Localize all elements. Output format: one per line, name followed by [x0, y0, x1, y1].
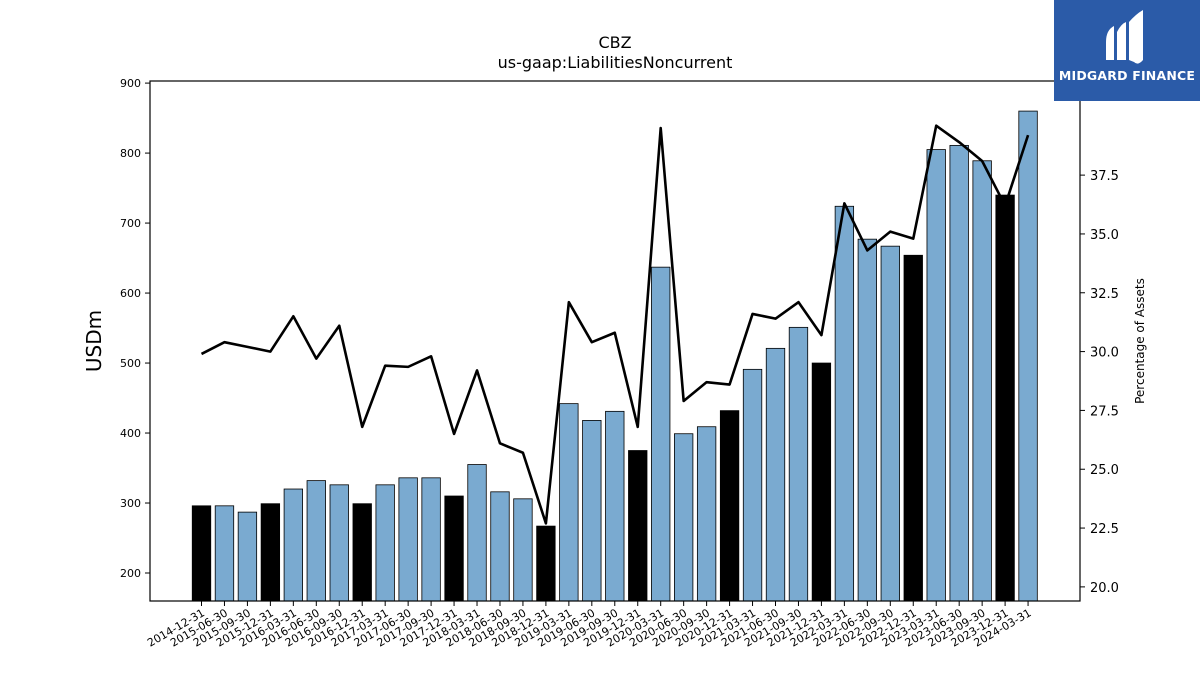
bar-2023-03-31	[926, 149, 946, 602]
line-series	[200, 124, 1030, 525]
y2-axis-label: Percentage of Assets	[1133, 278, 1147, 404]
x-axis: 2014-12-312015-06-302015-09-302015-12-31…	[145, 601, 1034, 650]
chart-title: CBZ	[598, 33, 631, 52]
chart-subtitle: us-gaap:LiabilitiesNoncurrent	[498, 53, 733, 72]
bar-2021-12-31	[811, 362, 832, 602]
bar-2021-09-30	[788, 326, 809, 602]
y-tick-label: 800	[120, 147, 141, 160]
bar-2018-06-30	[490, 491, 510, 602]
bar-2016-03-31	[283, 488, 303, 602]
bar-2015-09-30	[237, 511, 258, 602]
y-tick-label: 900	[120, 77, 141, 90]
bar-2023-06-30	[949, 144, 969, 602]
bar-2016-12-31	[352, 503, 372, 602]
bar-2024-03-31	[1018, 110, 1038, 602]
bar-2016-09-30	[329, 484, 349, 602]
percentage-line	[200, 124, 1030, 525]
right-axis: 20.0 22.5 25.0 27.5 30.0 32.5 35.0 37.5	[1080, 169, 1119, 596]
bar-2018-03-31	[467, 464, 487, 602]
bar-2016-06-30	[306, 480, 326, 602]
y-tick-label: 600	[120, 287, 141, 300]
bar-2020-12-31	[719, 410, 740, 602]
y-tick-label: 400	[120, 427, 141, 440]
bar-2020-06-30	[674, 433, 694, 602]
y-axis-label: USDm	[82, 310, 106, 372]
logo-text: MIDGARD FINANCE	[1058, 68, 1196, 83]
left-axis: 200 300 400 500 600 700 800 900	[120, 77, 150, 580]
bar-2018-12-31	[536, 525, 556, 602]
midgard-m-icon	[1106, 10, 1143, 64]
bar-2017-06-30	[398, 477, 418, 602]
bar-2015-06-30	[214, 505, 235, 602]
y-tick-label: 500	[120, 357, 141, 370]
y-tick-label: 200	[120, 567, 141, 580]
bar-2019-09-30	[605, 410, 625, 602]
y2-tick-label: 37.5	[1090, 169, 1119, 184]
bar-2017-03-31	[375, 484, 395, 602]
bar-2018-09-30	[513, 498, 533, 602]
bar-2019-12-31	[628, 450, 648, 602]
y2-tick-label: 35.0	[1090, 228, 1119, 243]
bar-series	[191, 110, 1038, 602]
y2-tick-label: 25.0	[1090, 463, 1119, 478]
bar-2023-12-31	[995, 194, 1015, 602]
bar-2020-03-31	[651, 266, 671, 602]
y2-tick-label: 22.5	[1090, 522, 1119, 537]
bar-2021-06-30	[765, 347, 786, 602]
bar-2017-09-30	[421, 477, 441, 602]
bar-2017-12-31	[444, 495, 464, 602]
y-tick-label: 300	[120, 497, 141, 510]
bar-2022-12-31	[903, 254, 923, 602]
bar-2023-09-30	[972, 160, 992, 602]
bar-2015-12-31	[260, 503, 281, 602]
bar-2022-06-30	[857, 238, 877, 602]
bar-2019-03-31	[559, 403, 579, 602]
bar-2021-03-31	[742, 368, 763, 602]
y2-tick-label: 27.5	[1090, 404, 1119, 419]
bar-2022-03-31	[834, 205, 855, 602]
bar-2019-06-30	[582, 420, 602, 602]
y-tick-label: 700	[120, 217, 141, 230]
midgard-finance-logo: MIDGARD FINANCE	[1054, 0, 1200, 101]
y2-tick-label: 32.5	[1090, 287, 1119, 302]
bar-2020-09-30	[696, 426, 717, 602]
y2-tick-label: 20.0	[1090, 581, 1119, 596]
y2-tick-label: 30.0	[1090, 346, 1119, 361]
bar-2014-12-31	[191, 505, 212, 602]
bar-2022-09-30	[880, 245, 900, 602]
